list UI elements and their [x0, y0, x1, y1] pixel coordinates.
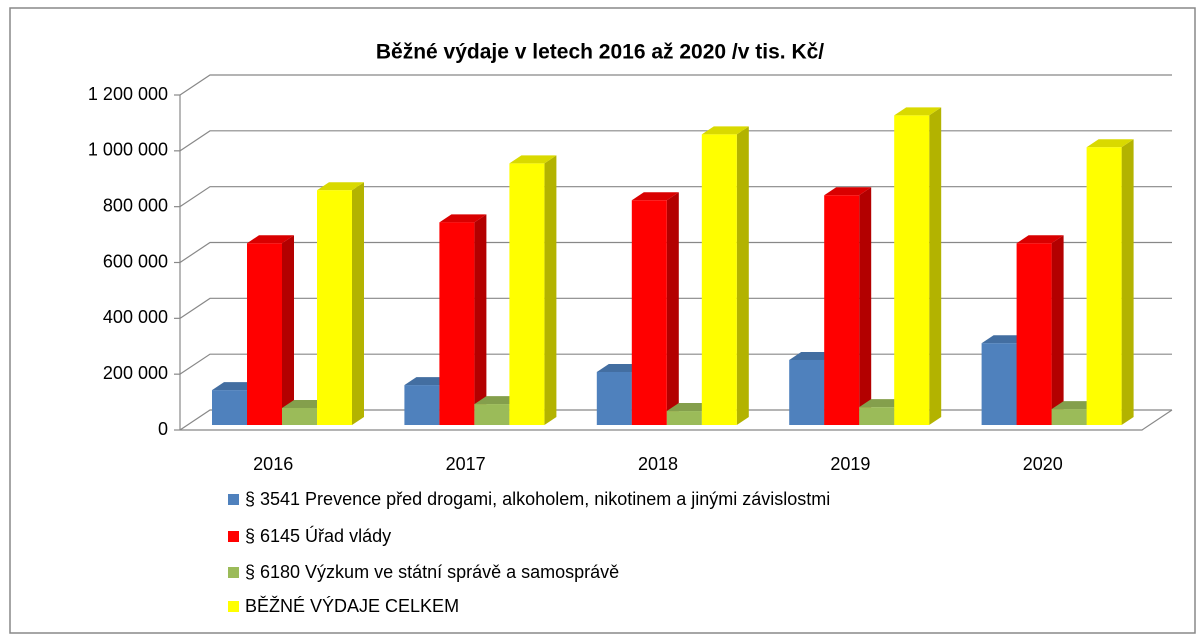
- bar-top: [824, 187, 872, 196]
- bar-front: [439, 222, 475, 425]
- floor: [180, 409, 1173, 431]
- bar-front: [789, 359, 825, 425]
- bar-top: [247, 235, 294, 244]
- y-tick-label: 200 000: [103, 363, 168, 383]
- x-tick-label: 2020: [1023, 454, 1063, 474]
- bar-side: [1051, 235, 1064, 425]
- y-tick-label: 0: [158, 419, 168, 439]
- bar-front: [824, 195, 860, 425]
- bar: [701, 126, 749, 425]
- bar-side: [282, 235, 294, 425]
- x-tick-label: 2017: [446, 454, 486, 474]
- bar-top: [631, 192, 679, 201]
- bar-side: [666, 192, 679, 425]
- bar-front: [859, 407, 895, 425]
- bar-top: [894, 107, 942, 116]
- bar-front: [1016, 243, 1052, 425]
- grid-line: [179, 186, 1172, 208]
- bar-front: [1086, 147, 1122, 425]
- bar-front: [404, 385, 440, 425]
- bar-top: [1086, 139, 1134, 148]
- bar-top: [1016, 235, 1064, 244]
- bar: [894, 107, 942, 425]
- legend-label: § 6145 Úřad vlády: [245, 525, 391, 546]
- bar: [1086, 139, 1134, 425]
- bar: [247, 235, 294, 425]
- bar-front: [474, 404, 510, 425]
- bar: [824, 187, 872, 425]
- bar-side: [929, 107, 942, 425]
- chart-border: [9, 7, 1196, 634]
- bar-front: [701, 134, 737, 425]
- bar-top: [317, 182, 364, 191]
- bar: [631, 192, 679, 425]
- legend-label: BĚŽNÉ VÝDAJE CELKEM: [245, 596, 459, 616]
- bar-side: [544, 155, 557, 425]
- bar: [439, 214, 487, 425]
- bar-front: [631, 200, 667, 425]
- bar-front: [981, 343, 1017, 425]
- y-tick-label: 1 000 000: [88, 140, 168, 160]
- legend-swatch: [228, 531, 239, 542]
- grid-line: [179, 130, 1172, 152]
- bar-side: [1121, 139, 1134, 425]
- bar-top: [509, 155, 557, 164]
- bar-top: [701, 126, 749, 135]
- legend-swatch: [228, 494, 239, 505]
- bar-front: [894, 115, 930, 425]
- bar-front: [247, 243, 282, 425]
- bar-top: [439, 214, 487, 223]
- bar: [509, 155, 557, 425]
- chart-title: Běžné výdaje v letech 2016 až 2020 /v ti…: [376, 41, 824, 64]
- bar-front: [666, 411, 702, 425]
- legend-label: § 3541 Prevence před drogami, alkoholem,…: [245, 489, 830, 509]
- legend-label: § 6180 Výzkum ve státní správě a samospr…: [245, 562, 619, 582]
- bar-front: [509, 163, 545, 425]
- bar-front: [1051, 409, 1087, 425]
- grid-line: [179, 74, 1172, 96]
- bar-front: [282, 407, 317, 425]
- bar: [317, 182, 364, 425]
- y-tick-label: 1 200 000: [88, 84, 168, 104]
- y-tick-label: 800 000: [103, 195, 168, 215]
- bar: [1016, 235, 1064, 425]
- bar-side: [352, 182, 364, 425]
- y-tick-label: 400 000: [103, 307, 168, 327]
- x-tick-label: 2018: [638, 454, 678, 474]
- legend-swatch: [228, 567, 239, 578]
- legend-swatch: [228, 601, 239, 612]
- bar-side: [736, 126, 749, 425]
- y-tick-label: 600 000: [103, 251, 168, 271]
- bar-front: [596, 371, 632, 425]
- bar-front: [317, 190, 352, 425]
- x-tick-label: 2019: [830, 454, 870, 474]
- bar-side: [859, 187, 872, 425]
- bar-front: [212, 390, 247, 425]
- bar-side: [474, 214, 487, 425]
- x-tick-label: 2016: [253, 454, 293, 474]
